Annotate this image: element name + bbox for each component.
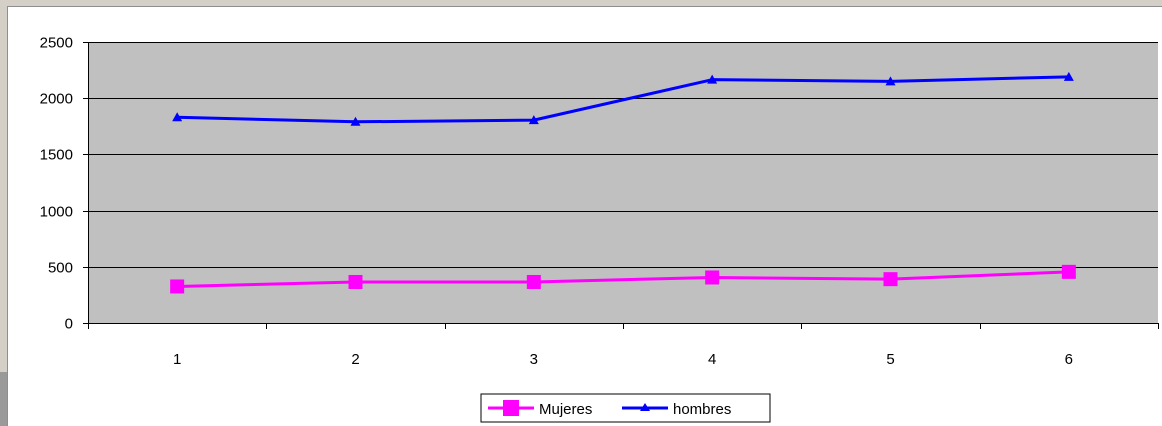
legend-marker-mujeres	[503, 400, 519, 416]
y-axis-labels: 0 500 1000 1500 2000 2500	[40, 35, 73, 333]
data-point-mujeres	[348, 274, 363, 289]
x-tick-label: 4	[708, 351, 716, 368]
data-point-hombres	[1063, 71, 1074, 81]
x-axis-labels: 1 2 3 4 5 6	[173, 351, 1073, 368]
data-point-mujeres	[705, 270, 720, 285]
y-tick-label: 500	[48, 260, 73, 277]
data-point-mujeres	[883, 272, 898, 287]
x-tick-label: 1	[173, 351, 181, 368]
data-point-mujeres	[170, 279, 185, 294]
legend: Mujeres hombres	[480, 393, 771, 423]
series-markers	[170, 71, 1076, 294]
x-tick-label: 5	[886, 351, 894, 368]
y-tick-label: 1500	[40, 147, 73, 164]
legend-marker-hombres	[640, 403, 650, 411]
y-tick-label: 2500	[40, 35, 73, 52]
series-line-hombres	[177, 75, 1069, 124]
data-point-hombres	[885, 76, 896, 86]
data-point-hombres	[172, 112, 183, 122]
series-lines	[177, 75, 1069, 288]
legend-label-hombres: hombres	[673, 401, 731, 418]
axes	[83, 42, 1159, 329]
y-tick-label: 0	[65, 316, 73, 333]
y-tick-label: 1000	[40, 204, 73, 221]
data-point-hombres	[350, 116, 361, 126]
x-tick-label: 6	[1065, 351, 1073, 368]
x-tick-label: 2	[351, 351, 359, 368]
y-tick-label: 2000	[40, 91, 73, 108]
series-line-mujeres	[177, 270, 1069, 288]
legend-label-mujeres: Mujeres	[539, 401, 592, 418]
data-point-mujeres	[526, 274, 541, 289]
data-point-mujeres	[1061, 264, 1076, 279]
gridlines	[88, 42, 1158, 268]
data-point-hombres	[528, 115, 539, 125]
window-edge	[0, 372, 7, 426]
x-tick-label: 3	[530, 351, 538, 368]
data-point-hombres	[707, 74, 718, 84]
